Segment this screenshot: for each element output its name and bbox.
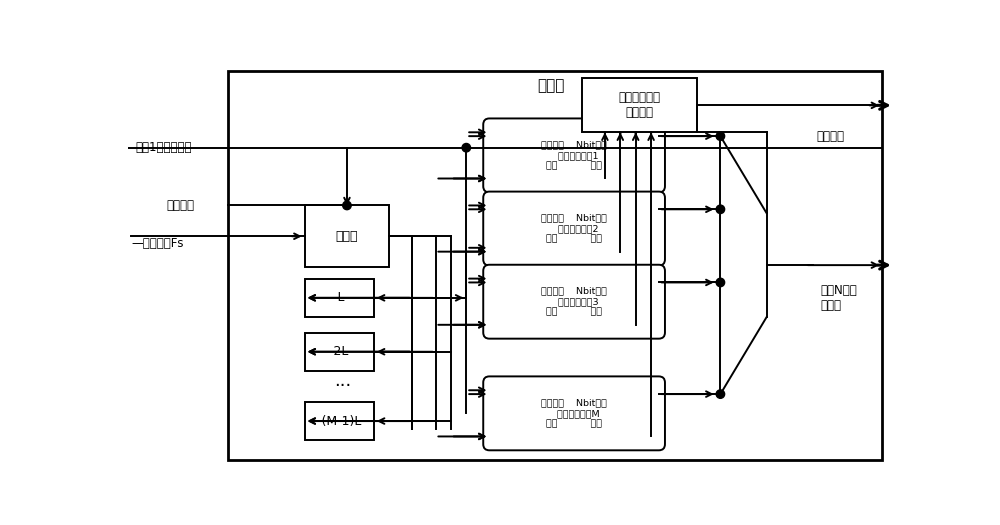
Bar <box>305 279 374 317</box>
Circle shape <box>716 132 725 140</box>
Text: 数据输入    Nbit数据
   解码器子模块1
地址           使能: 数据输入 Nbit数据 解码器子模块1 地址 使能 <box>541 141 607 170</box>
Bar <box>305 402 374 440</box>
Circle shape <box>716 278 725 287</box>
Text: 复位信号: 复位信号 <box>166 199 194 212</box>
FancyBboxPatch shape <box>483 265 665 339</box>
Text: —输入时钟Fs: —输入时钟Fs <box>131 237 184 250</box>
Text: -(M-1)L: -(M-1)L <box>317 415 361 427</box>
Bar <box>228 71 882 459</box>
Bar <box>305 332 374 371</box>
Text: 计数器: 计数器 <box>336 230 358 243</box>
Text: 解码器: 解码器 <box>537 79 565 93</box>
FancyBboxPatch shape <box>483 119 665 192</box>
Text: -L: -L <box>334 291 345 304</box>
Text: 输出使能: 输出使能 <box>817 130 845 143</box>
Text: 输入1比特数据流: 输入1比特数据流 <box>135 141 192 154</box>
Text: 数据输入    Nbit数据
   解码器子模块3
地址           使能: 数据输入 Nbit数据 解码器子模块3 地址 使能 <box>541 287 607 317</box>
Text: ···: ··· <box>334 377 352 395</box>
Circle shape <box>343 201 351 209</box>
Text: 数据输入    Nbit数据
   解码器子模块2
地址           使能: 数据输入 Nbit数据 解码器子模块2 地址 使能 <box>541 214 607 244</box>
Text: 数据输入    Nbit数据
   解码器子模块M
地址           使能: 数据输入 Nbit数据 解码器子模块M 地址 使能 <box>541 398 607 428</box>
Circle shape <box>716 205 725 214</box>
FancyBboxPatch shape <box>483 376 665 450</box>
Circle shape <box>716 390 725 398</box>
Bar <box>305 205 389 267</box>
Circle shape <box>462 143 471 152</box>
FancyBboxPatch shape <box>483 192 665 266</box>
Bar <box>582 78 697 132</box>
Text: 输出控制信号
产生模块: 输出控制信号 产生模块 <box>619 91 661 119</box>
Text: -2L: -2L <box>330 345 349 358</box>
Text: 输出N比特
数据流: 输出N比特 数据流 <box>820 284 857 312</box>
